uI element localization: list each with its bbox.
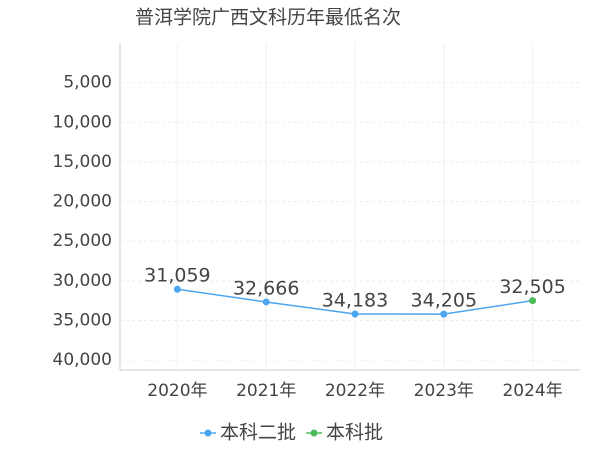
y-tick-label: 35,000 (53, 310, 112, 330)
data-label: 31,059 (144, 265, 210, 287)
x-tick-label: 2021年 (236, 381, 296, 401)
series-line (177, 288, 444, 315)
x-tick-label: 2022年 (325, 381, 385, 401)
point (262, 298, 270, 306)
data-label: 34,183 (322, 289, 388, 311)
y-tick-label: 5,000 (63, 73, 112, 93)
data-label: 32,505 (499, 276, 565, 298)
x-tick-label: 2020年 (147, 381, 207, 401)
legend-label: 本科批 (326, 422, 383, 444)
chart-title: 普洱学院广西文科历年最低名次 (135, 7, 401, 29)
legend-marker (204, 429, 212, 437)
y-tick-label: 30,000 (53, 271, 112, 291)
y-tick-label: 20,000 (53, 192, 112, 212)
point (351, 310, 359, 318)
y-tick-label: 40,000 (53, 350, 112, 370)
data-label: 32,666 (233, 277, 299, 299)
point (173, 285, 181, 293)
y-tick-label: 15,000 (53, 152, 112, 172)
data-label: 34,205 (411, 290, 477, 312)
legend-label: 本科二批 (220, 422, 296, 444)
point (529, 297, 537, 305)
legend-marker (310, 429, 318, 437)
x-tick-label: 2023年 (414, 381, 474, 401)
y-tick-label: 10,000 (53, 112, 112, 132)
connector (443, 299, 533, 315)
x-tick-label: 2024年 (502, 381, 562, 401)
y-tick-label: 25,000 (53, 231, 112, 251)
